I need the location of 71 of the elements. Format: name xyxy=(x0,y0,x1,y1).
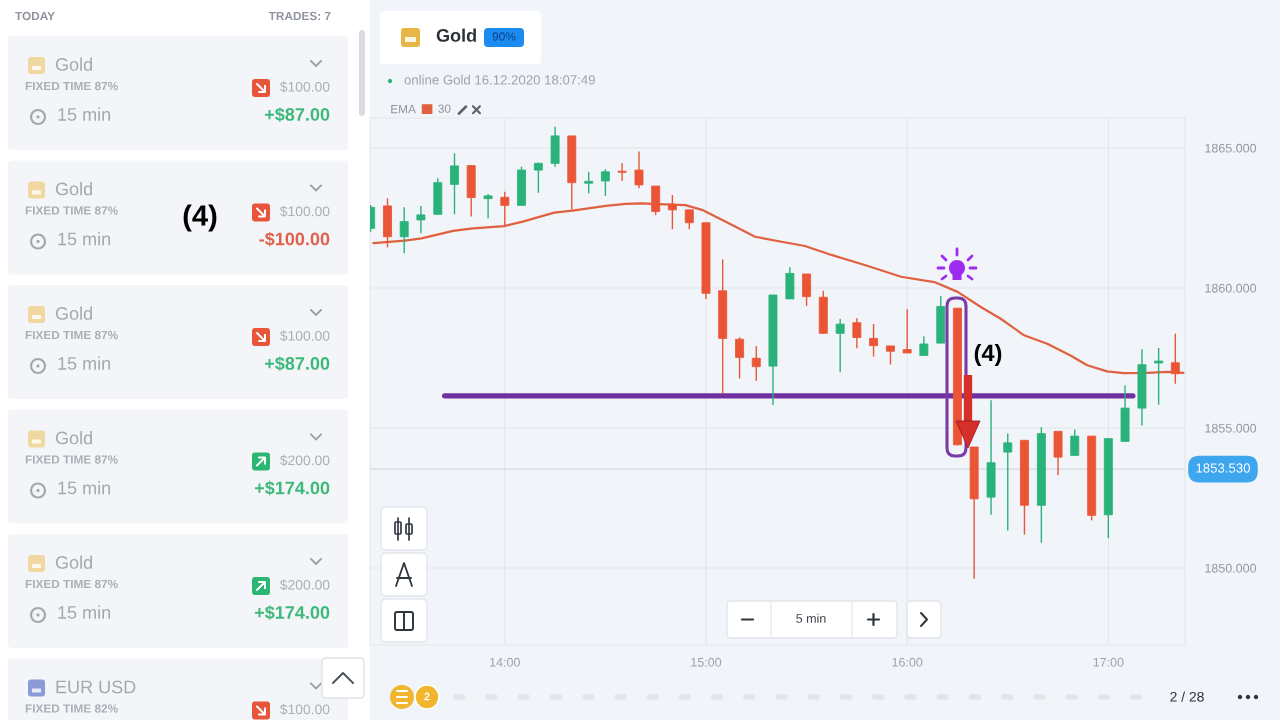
text: FIXED TIME 87% xyxy=(25,330,118,340)
candlestick xyxy=(1003,432,1013,532)
candlestick xyxy=(886,345,895,366)
text: online Gold 16.12.2020 18:07:49 xyxy=(404,74,595,85)
candlestick xyxy=(483,193,493,219)
x-tick-label: 15:00 xyxy=(691,657,722,667)
text: 90% xyxy=(492,32,516,41)
text: Gold xyxy=(55,182,92,196)
candlestick xyxy=(852,317,862,349)
text: FIXED TIME 87% xyxy=(25,81,118,91)
candlestick xyxy=(584,171,594,195)
y-tick-label: 1860.000 xyxy=(1205,283,1257,293)
text: $100.00 xyxy=(279,205,330,218)
annotation: 5 min xyxy=(796,613,826,623)
legend-label: EMA xyxy=(391,105,416,114)
text: +$174.00 xyxy=(254,480,330,496)
candlestick xyxy=(751,345,761,382)
candlestick xyxy=(1154,347,1164,406)
text: FIXED TIME 87% xyxy=(25,206,118,215)
text: 15 min xyxy=(58,232,111,246)
text: 15 min xyxy=(58,107,111,121)
text: 15 min xyxy=(58,356,111,370)
candlestick xyxy=(835,318,845,373)
text: TODAY xyxy=(15,11,55,21)
candlestick xyxy=(735,336,745,380)
candlestick xyxy=(399,206,409,254)
text: FIXED TIME 82% xyxy=(25,704,118,713)
candlestick xyxy=(634,150,644,189)
text: $100.00 xyxy=(279,703,330,716)
text: 15 min xyxy=(58,481,111,495)
text: 2 xyxy=(424,692,430,701)
text: Gold xyxy=(436,28,476,42)
y-tick-label: 1850.000 xyxy=(1205,563,1257,573)
text: +$87.00 xyxy=(264,107,330,123)
text: TRADES: 7 xyxy=(268,11,331,21)
candlestick xyxy=(902,308,912,354)
text: FIXED TIME 87% xyxy=(25,455,118,464)
y-tick-label: 1865.000 xyxy=(1205,143,1257,153)
text: 15 min xyxy=(58,605,111,619)
text: +$174.00 xyxy=(254,605,330,621)
text: Gold xyxy=(55,306,92,320)
text: -$100.00 xyxy=(259,231,330,247)
candlestick xyxy=(416,205,426,235)
text: 2 / 28 xyxy=(1170,691,1204,702)
candlestick xyxy=(919,335,929,357)
candlestick xyxy=(450,152,459,216)
x-tick-label: 16:00 xyxy=(892,657,923,667)
x-tick-label: 14:00 xyxy=(490,657,520,667)
text: +$87.00 xyxy=(264,356,330,372)
text: $100.00 xyxy=(279,330,330,342)
x-tick-label: 17:00 xyxy=(1093,657,1124,667)
text: (4) xyxy=(183,204,217,232)
candlestick xyxy=(802,273,812,307)
text: Gold xyxy=(55,431,92,445)
text: EUR USD xyxy=(56,680,136,694)
y-tick-label: 1855.000 xyxy=(1205,423,1257,433)
text: Gold xyxy=(55,555,92,569)
candlestick xyxy=(617,162,627,182)
candlestick xyxy=(600,168,610,197)
text: FIXED TIME 87% xyxy=(25,579,118,589)
candlestick xyxy=(533,161,543,194)
candlestick xyxy=(869,323,879,358)
candlestick xyxy=(1070,428,1080,457)
annotation: (4) xyxy=(974,343,1002,366)
candlestick xyxy=(684,209,694,230)
text: 30 xyxy=(438,104,451,113)
text: $100.00 xyxy=(279,81,330,93)
text: $200.00 xyxy=(279,454,330,467)
ref-line-label: 1853.530 xyxy=(1196,463,1250,473)
text: Gold xyxy=(55,57,92,71)
text: $200.00 xyxy=(279,579,330,591)
